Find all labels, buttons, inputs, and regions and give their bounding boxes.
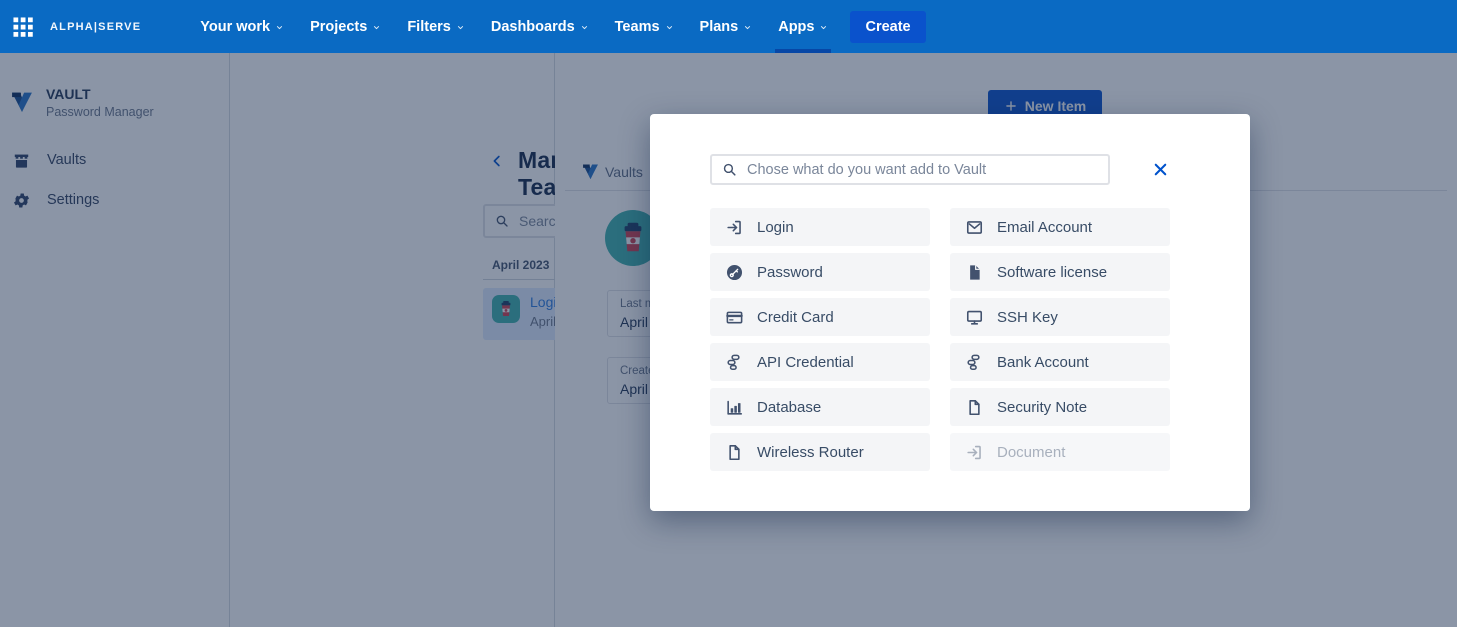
modal-item-software-license[interactable]: Software license: [950, 253, 1170, 291]
modal-item-label: Database: [757, 398, 822, 416]
password-icon: [725, 263, 744, 282]
email-icon: [965, 218, 984, 237]
modal-item-document: Document: [950, 433, 1170, 471]
bank-account-icon: [965, 353, 984, 372]
nav-item-apps[interactable]: Apps: [765, 0, 841, 53]
create-button[interactable]: Create: [850, 10, 926, 43]
modal-item-api-credential[interactable]: API Credential: [710, 343, 930, 381]
chevron-down-icon: [456, 23, 465, 32]
modal-item-label: Document: [997, 443, 1066, 461]
modal-item-label: Security Note: [997, 398, 1088, 416]
modal-item-ssh-key[interactable]: SSH Key: [950, 298, 1170, 336]
modal-item-email-account[interactable]: Email Account: [950, 208, 1170, 246]
add-item-modal: Login Email Account Password Software licen…: [650, 114, 1250, 511]
modal-item-login[interactable]: Login: [710, 208, 930, 246]
ssh-key-icon: [965, 308, 984, 327]
chevron-down-icon: [819, 23, 828, 32]
modal-item-label: Credit Card: [757, 308, 834, 326]
nav-item-label: Apps: [778, 18, 815, 35]
software-license-icon: [965, 263, 984, 282]
nav-item-label: Your work: [200, 18, 271, 35]
top-navigation-bar: ALPHA|SERVE Your work Projects Filters Dash…: [0, 0, 1457, 53]
modal-item-label: Password: [757, 263, 823, 281]
nav-item-teams[interactable]: Teams: [602, 0, 687, 53]
nav-item-dashboards[interactable]: Dashboards: [478, 0, 602, 53]
modal-search-input[interactable]: [745, 156, 1105, 183]
modal-item-label: Login: [757, 218, 794, 236]
api-credential-icon: [725, 353, 744, 372]
modal-item-bank-account[interactable]: Bank Account: [950, 343, 1170, 381]
modal-item-wireless-router[interactable]: Wireless Router: [710, 433, 930, 471]
modal-item-label: Software license: [997, 263, 1108, 281]
nav-item-your-work[interactable]: Your work: [187, 0, 297, 53]
nav-item-label: Dashboards: [490, 18, 575, 35]
alpha-serve-logo: ALPHA|SERVE: [50, 20, 142, 33]
wireless-router-icon: [725, 443, 744, 462]
nav-item-plans[interactable]: Plans: [687, 0, 766, 53]
nav-item-label: Filters: [407, 18, 451, 35]
security-note-icon: [965, 398, 984, 417]
chevron-down-icon: [743, 23, 752, 32]
chevron-down-icon: [275, 23, 284, 32]
nav-menu: Your work Projects Filters Dashboards Teams P…: [187, 0, 841, 53]
nav-item-label: Projects: [310, 18, 368, 35]
document-icon: [965, 443, 984, 462]
chevron-down-icon: [665, 23, 674, 32]
close-icon[interactable]: [1151, 160, 1170, 179]
item-type-grid: Login Email Account Password Software licen…: [710, 208, 1170, 471]
modal-item-label: Email Account: [997, 218, 1093, 236]
chevron-down-icon: [580, 23, 589, 32]
nav-item-projects[interactable]: Projects: [297, 0, 394, 53]
nav-item-filters[interactable]: Filters: [394, 0, 478, 53]
database-icon: [725, 398, 744, 417]
modal-item-label: Bank Account: [997, 353, 1089, 371]
modal-item-label: Wireless Router: [757, 443, 864, 461]
modal-item-password[interactable]: Password: [710, 253, 930, 291]
modal-item-credit-card[interactable]: Credit Card: [710, 298, 930, 336]
nav-item-label: Teams: [614, 18, 660, 35]
search-icon: [721, 161, 738, 178]
chevron-down-icon: [372, 23, 381, 32]
nav-item-label: Plans: [699, 18, 739, 35]
modal-search: [710, 154, 1110, 185]
modal-item-label: SSH Key: [997, 308, 1058, 326]
modal-item-label: API Credential: [757, 353, 854, 371]
app-switcher-icon[interactable]: [10, 14, 36, 40]
modal-item-database[interactable]: Database: [710, 388, 930, 426]
modal-item-security-note[interactable]: Security Note: [950, 388, 1170, 426]
credit-card-icon: [725, 308, 744, 327]
login-icon: [725, 218, 744, 237]
